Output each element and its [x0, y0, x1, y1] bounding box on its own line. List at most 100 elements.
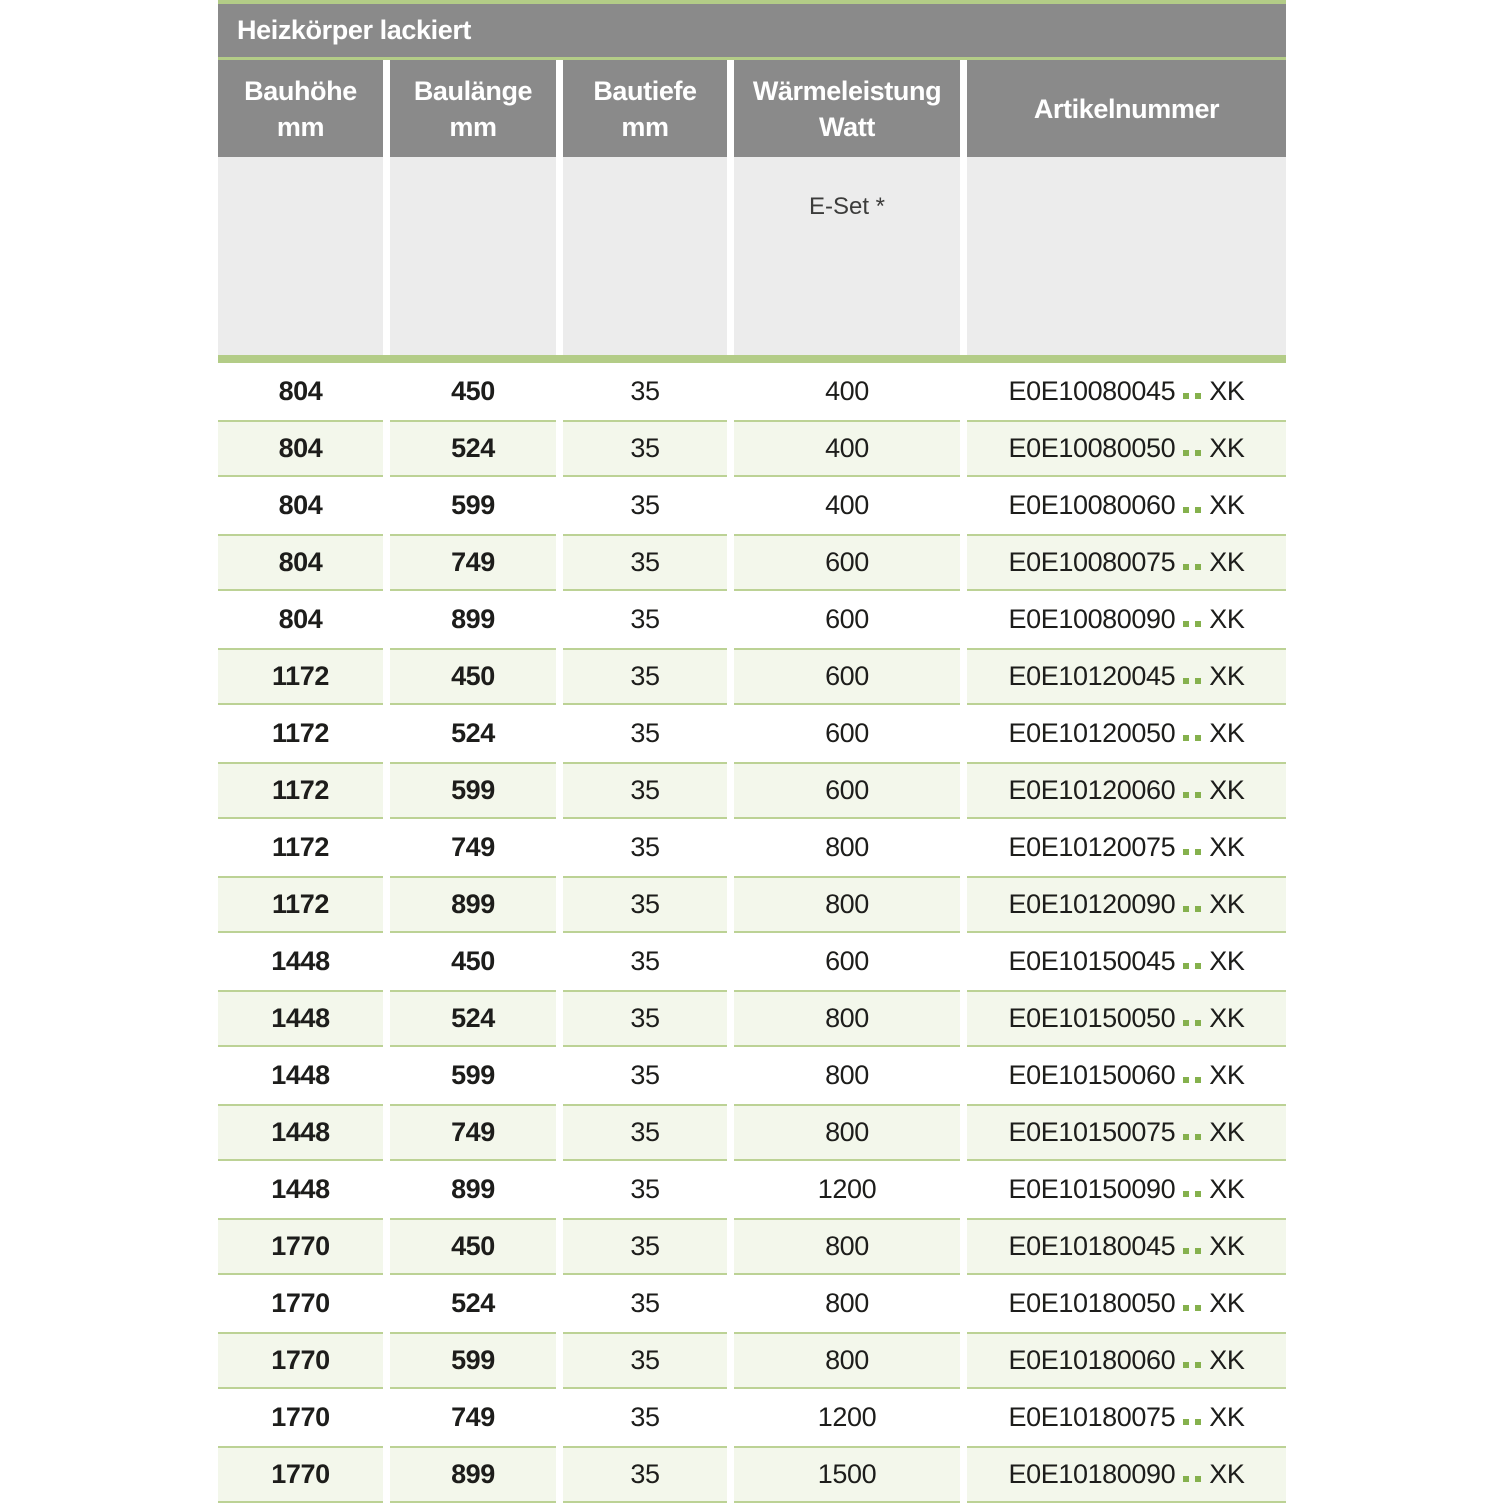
- artikel-suffix: XK: [1209, 889, 1245, 919]
- cell-artikelnummer: E0E10120045 XK: [967, 648, 1286, 705]
- cell-waermeleistung: 800: [825, 832, 869, 862]
- column-header-artikelnummer: Artikelnummer: [967, 60, 1286, 157]
- cell-bauhoehe: 1448: [271, 1060, 330, 1090]
- table-row: 804 599 35 400 E0E10080060 XK: [218, 477, 1286, 534]
- cell-baulaenge: 599: [390, 762, 556, 819]
- cell-bauhoehe: 804: [278, 376, 323, 406]
- cell-artikelnummer: E0E10150060 XK: [967, 1047, 1286, 1104]
- artikel-base: E0E10180050: [1008, 1288, 1176, 1318]
- table-title-bar: Heizkörper lackiert: [218, 4, 1286, 57]
- cell-waermeleistung: 600: [734, 648, 960, 705]
- cell-baulaenge: 524: [390, 990, 556, 1047]
- artikel-placeholder-dots: [1180, 661, 1204, 692]
- cell-artikelnummer: E0E10080060 XK: [967, 477, 1286, 534]
- subheader-cell-bautiefe: [563, 157, 727, 355]
- cell-baulaenge: 524: [390, 420, 556, 477]
- cell-baulaenge: 599: [451, 1060, 495, 1090]
- header-row: Bauhöhe mm Baulänge mm Bautiefe mm Wärme…: [218, 60, 1286, 157]
- cell-bautiefe: 35: [630, 718, 660, 748]
- artikel-base: E0E10120090: [1008, 889, 1176, 919]
- cell-baulaenge: 599: [390, 1332, 556, 1389]
- column-header-label: Bauhöhe: [244, 75, 357, 106]
- column-header-unit: mm: [621, 111, 669, 142]
- artikel-placeholder-dots: [1180, 1060, 1204, 1091]
- artikel-placeholder-dots: [1180, 604, 1204, 635]
- cell-baulaenge: 899: [390, 1446, 556, 1503]
- cell-bautiefe: 35: [563, 762, 727, 819]
- cell-bautiefe: 35: [630, 1402, 660, 1432]
- cell-baulaenge: 450: [390, 1218, 556, 1275]
- cell-waermeleistung: 1200: [817, 1402, 877, 1432]
- cell-baulaenge: 749: [451, 832, 495, 862]
- artikel-base: E0E10080075: [1008, 547, 1176, 577]
- artikel-base: E0E10080050: [1008, 433, 1176, 463]
- artikel-placeholder-dots: [1180, 1288, 1204, 1319]
- cell-bautiefe: 35: [630, 1288, 660, 1318]
- column-header-bauhoehe: Bauhöhe mm: [218, 60, 383, 157]
- cell-artikelnummer: E0E10150075 XK: [967, 1104, 1286, 1161]
- cell-artikelnummer: E0E10180050 XK: [967, 1275, 1286, 1332]
- cell-bautiefe: 35: [630, 832, 660, 862]
- artikel-suffix: XK: [1209, 1345, 1245, 1375]
- cell-waermeleistung: 800: [734, 1218, 960, 1275]
- cell-baulaenge: 450: [451, 376, 495, 406]
- table-row: 804 524 35 400 E0E10080050 XK: [218, 420, 1286, 477]
- cell-bauhoehe: 1172: [272, 718, 329, 748]
- artikel-base: E0E10120075: [1008, 832, 1176, 862]
- subheader-row: E-Set *: [218, 157, 1286, 355]
- artikel-base: E0E10150045: [1008, 946, 1176, 976]
- cell-bauhoehe: 804: [218, 534, 383, 591]
- artikel-base: E0E10180060: [1008, 1345, 1176, 1375]
- cell-waermeleistung: 1200: [817, 1174, 877, 1204]
- artikel-suffix: XK: [1209, 661, 1245, 691]
- artikel-base: E0E10120050: [1008, 718, 1176, 748]
- artikel-placeholder-dots: [1180, 889, 1204, 920]
- cell-waermeleistung: 800: [734, 1104, 960, 1161]
- artikel-placeholder-dots: [1180, 433, 1204, 464]
- table-row: 1448 524 35 800 E0E10150050 XK: [218, 990, 1286, 1047]
- table-row: 804 749 35 600 E0E10080075 XK: [218, 534, 1286, 591]
- cell-baulaenge: 524: [451, 718, 495, 748]
- cell-bautiefe: 35: [563, 1218, 727, 1275]
- title-divider-line: [218, 57, 1286, 60]
- cell-baulaenge: 749: [390, 1104, 556, 1161]
- cell-waermeleistung: 800: [734, 1332, 960, 1389]
- table-row: 804 450 35 400 E0E10080045 XK: [218, 363, 1286, 420]
- artikel-base: E0E10120045: [1008, 661, 1176, 691]
- artikel-placeholder-dots: [1180, 775, 1204, 806]
- artikel-placeholder-dots: [1180, 1117, 1204, 1148]
- table-row: 1448 749 35 800 E0E10150075 XK: [218, 1104, 1286, 1161]
- cell-waermeleistung: 800: [825, 1060, 869, 1090]
- cell-waermeleistung: 1500: [734, 1446, 960, 1503]
- cell-bautiefe: 35: [630, 376, 660, 406]
- header-body-divider-line: [218, 355, 1286, 363]
- cell-bauhoehe: 804: [278, 490, 323, 520]
- cell-bautiefe: 35: [630, 490, 660, 520]
- cell-baulaenge: 749: [451, 1402, 495, 1432]
- cell-bautiefe: 35: [563, 534, 727, 591]
- cell-baulaenge: 899: [390, 876, 556, 933]
- artikel-placeholder-dots: [1180, 490, 1204, 521]
- cell-artikelnummer: E0E10080050 XK: [967, 420, 1286, 477]
- artikel-placeholder-dots: [1180, 946, 1204, 977]
- cell-bautiefe: 35: [563, 420, 727, 477]
- cell-baulaenge: 524: [451, 1288, 495, 1318]
- cell-bautiefe: 35: [563, 1104, 727, 1161]
- cell-artikelnummer: E0E10180060 XK: [967, 1332, 1286, 1389]
- artikel-base: E0E10150075: [1008, 1117, 1176, 1147]
- cell-artikelnummer: E0E10180045 XK: [967, 1218, 1286, 1275]
- column-header-label: Artikelnummer: [1033, 93, 1220, 124]
- artikel-base: E0E10180075: [1008, 1402, 1176, 1432]
- column-header-unit: mm: [276, 111, 325, 142]
- cell-bauhoehe: 804: [218, 420, 383, 477]
- artikel-base: E0E10150050: [1008, 1003, 1176, 1033]
- table-row: 1448 599 35 800 E0E10150060 XK: [218, 1047, 1286, 1104]
- column-header-bautiefe: Bautiefe mm: [563, 60, 727, 157]
- artikel-suffix: XK: [1209, 1117, 1245, 1147]
- cell-bauhoehe: 1448: [271, 1174, 330, 1204]
- cell-bautiefe: 35: [563, 1332, 727, 1389]
- table-row: 1172 450 35 600 E0E10120045 XK: [218, 648, 1286, 705]
- cell-bauhoehe: 1448: [218, 1104, 383, 1161]
- artikel-suffix: XK: [1209, 718, 1245, 748]
- artikel-suffix: XK: [1209, 1060, 1245, 1090]
